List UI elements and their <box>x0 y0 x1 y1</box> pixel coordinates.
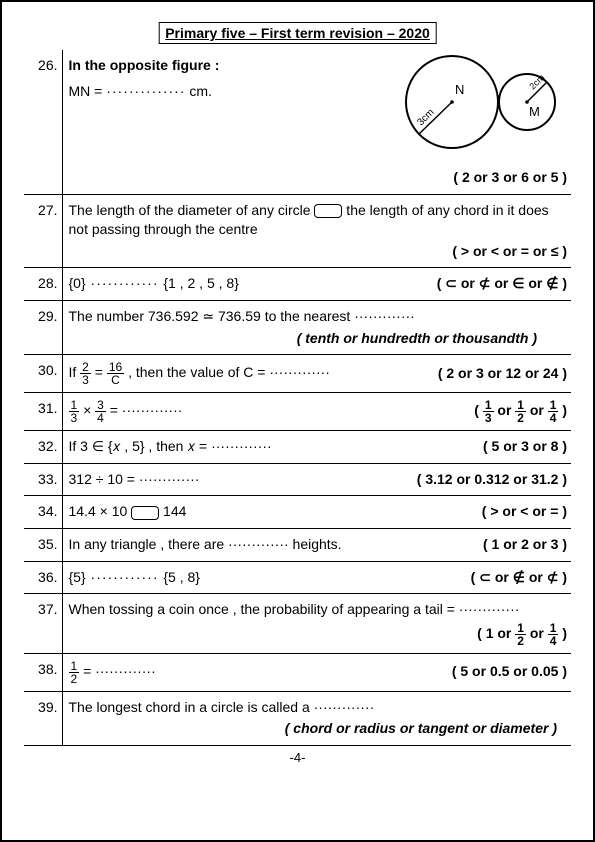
q-body: 13 × 34 = ············· ( 13 or 12 or 14… <box>62 393 571 431</box>
page: Primary five – First term revision – 202… <box>0 0 595 842</box>
q26-pre: MN = <box>69 83 107 99</box>
q26-figure: N M 3cm 2cm <box>357 50 567 160</box>
q35-options: ( 1 or 2 or 3 ) <box>483 535 567 555</box>
q28-set1: {0} <box>69 275 86 291</box>
q36-set2: {5 , 8} <box>163 569 200 585</box>
q31-options: ( 13 or 12 or 14 ) <box>474 399 567 424</box>
questions-table: 26. In the opposite figure : MN = ······… <box>24 50 571 746</box>
q-number: 39. <box>24 691 62 745</box>
q-number: 29. <box>24 300 62 354</box>
q-number: 30. <box>24 355 62 393</box>
q36-set1: {5} <box>69 569 86 585</box>
fraction: 12 <box>69 660 80 685</box>
q28-dots: ············ <box>86 275 164 291</box>
q35-text: In any triangle , there are ············… <box>69 535 342 555</box>
q-body: The number 736.592 ≃ 736.59 to the neare… <box>62 300 571 354</box>
q-number: 34. <box>24 496 62 529</box>
fraction: 13 <box>69 399 80 424</box>
svg-text:M: M <box>529 104 540 119</box>
q-body: {5} ············ {5 , 8} ( ⊂ or ∉ or ⊄ ) <box>62 561 571 594</box>
q28-options: ( ⊂ or ⊄ or ∈ or ∉ ) <box>437 274 567 294</box>
q30-post: , then the value of C = ············· <box>128 364 330 380</box>
page-number: -4- <box>24 750 571 765</box>
question-row: 32. If 3 ∈ {𝑥 , 5} , then 𝑥 = ··········… <box>24 431 571 464</box>
q28-set2: {1 , 2 , 5 , 8} <box>163 275 239 291</box>
q-body: If 3 ∈ {𝑥 , 5} , then 𝑥 = ············· … <box>62 431 571 464</box>
fraction: 16C <box>107 361 124 386</box>
q34-pre: 14.4 × 10 <box>69 503 132 519</box>
q-body: In the opposite figure : MN = ··········… <box>62 50 571 194</box>
q38-options: ( 5 or 0.5 or 0.05 ) <box>452 662 567 682</box>
q37-options: ( 1 or 12 or 14 ) <box>69 622 568 647</box>
question-row: 26. In the opposite figure : MN = ······… <box>24 50 571 194</box>
fraction: 34 <box>95 399 106 424</box>
q26-post: cm. <box>186 83 212 99</box>
question-row: 27. The length of the diameter of any ci… <box>24 194 571 268</box>
q27-text-a: The length of the diameter of any circle <box>69 202 315 218</box>
q26-dots: ·············· <box>106 83 185 99</box>
q-number: 36. <box>24 561 62 594</box>
question-row: 39. The longest chord in a circle is cal… <box>24 691 571 745</box>
q-body: {0} ············ {1 , 2 , 5 , 8} ( ⊂ or … <box>62 268 571 301</box>
q-body: 312 ÷ 10 = ············· ( 3.12 or 0.312… <box>62 463 571 496</box>
question-row: 30. If 23 = 16C , then the value of C = … <box>24 355 571 393</box>
q29-options: ( tenth or hundredth or thousandth ) <box>297 330 537 346</box>
q-number: 38. <box>24 653 62 691</box>
blank-box-icon <box>314 204 342 218</box>
q34-options: ( > or < or = ) <box>482 502 567 522</box>
q-number: 28. <box>24 268 62 301</box>
question-row: 34. 14.4 × 10 144 ( > or < or = ) <box>24 496 571 529</box>
question-row: 35. In any triangle , there are ········… <box>24 528 571 561</box>
q32-options: ( 5 or 3 or 8 ) <box>483 437 567 457</box>
q-body: The longest chord in a circle is called … <box>62 691 571 745</box>
q29-text: The number 736.592 ≃ 736.59 to the neare… <box>69 307 568 327</box>
fraction: 23 <box>80 361 91 386</box>
q-number: 37. <box>24 594 62 654</box>
q37-text: When tossing a coin once , the probabili… <box>69 600 568 620</box>
eq: = <box>95 364 107 380</box>
q39-options: ( chord or radius or tangent or diameter… <box>285 720 557 736</box>
q-body: The length of the diameter of any circle… <box>62 194 571 268</box>
question-row: 36. {5} ············ {5 , 8} ( ⊂ or ∉ or… <box>24 561 571 594</box>
q-body: 12 = ············· ( 5 or 0.5 or 0.05 ) <box>62 653 571 691</box>
question-row: 38. 12 = ············· ( 5 or 0.5 or 0.0… <box>24 653 571 691</box>
q-number: 31. <box>24 393 62 431</box>
question-row: 31. 13 × 34 = ············· ( 13 or 12 o… <box>24 393 571 431</box>
q-body: If 23 = 16C , then the value of C = ····… <box>62 355 571 393</box>
q34-post: 144 <box>159 503 186 519</box>
svg-text:N: N <box>455 82 464 97</box>
question-row: 33. 312 ÷ 10 = ············· ( 3.12 or 0… <box>24 463 571 496</box>
q32-text: If 3 ∈ {𝑥 , 5} , then 𝑥 = ············· <box>69 437 272 457</box>
question-row: 29. The number 736.592 ≃ 736.59 to the n… <box>24 300 571 354</box>
q33-text: 312 ÷ 10 = ············· <box>69 470 200 490</box>
page-title: Primary five – First term revision – 202… <box>158 22 437 44</box>
blank-box-icon <box>131 506 159 520</box>
q30-options: ( 2 or 3 or 12 or 24 ) <box>438 364 567 384</box>
q-body: When tossing a coin once , the probabili… <box>62 594 571 654</box>
question-row: 28. {0} ············ {1 , 2 , 5 , 8} ( ⊂… <box>24 268 571 301</box>
q-body: In any triangle , there are ············… <box>62 528 571 561</box>
q36-options: ( ⊂ or ∉ or ⊄ ) <box>471 568 567 588</box>
q26-options: ( 2 or 3 or 6 or 5 ) <box>69 168 568 188</box>
svg-text:3cm: 3cm <box>415 107 436 128</box>
q-number: 32. <box>24 431 62 464</box>
q27-options: ( > or < or = or ≤ ) <box>69 242 568 262</box>
q-number: 33. <box>24 463 62 496</box>
q-body: 14.4 × 10 144 ( > or < or = ) <box>62 496 571 529</box>
q26-line1: In the opposite figure : <box>69 56 220 76</box>
q-number: 35. <box>24 528 62 561</box>
question-row: 37. When tossing a coin once , the proba… <box>24 594 571 654</box>
q39-text: The longest chord in a circle is called … <box>69 698 568 718</box>
q-number: 27. <box>24 194 62 268</box>
q-number: 26. <box>24 50 62 194</box>
q30-pre: If <box>69 364 81 380</box>
q33-options: ( 3.12 or 0.312 or 31.2 ) <box>417 470 567 490</box>
